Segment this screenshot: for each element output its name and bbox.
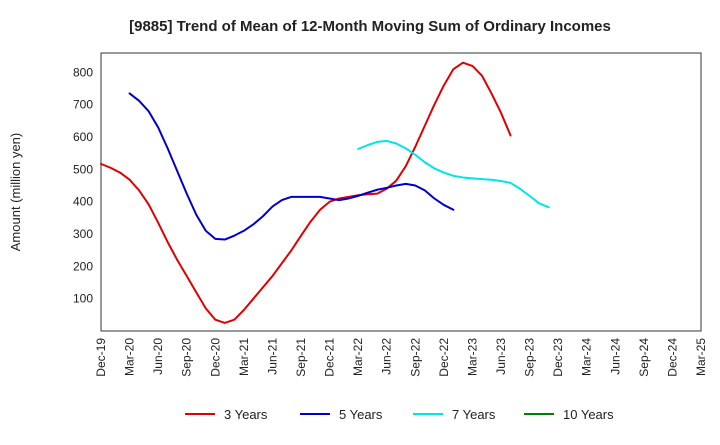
x-tick-label: Sep-20 (180, 338, 194, 377)
series-line-3 (357, 139, 550, 209)
x-tick-label: Jun-22 (380, 338, 394, 375)
x-tick-label: Jun-24 (608, 338, 622, 375)
x-tick-label: Dec-22 (437, 338, 451, 377)
x-tick-label: Jun-20 (151, 338, 165, 375)
y-axis-label: Amount (million yen) (8, 133, 23, 252)
x-tick-label: Mar-24 (580, 338, 594, 376)
x-tick-label: Sep-23 (523, 338, 537, 377)
x-tick-label: Dec-20 (208, 338, 222, 377)
x-tick-label: Dec-19 (94, 338, 108, 377)
x-tick-label: Dec-21 (323, 338, 337, 377)
y-tick-label: 300 (73, 227, 93, 241)
x-tick-label: Sep-22 (408, 338, 422, 377)
legend-label: 5 Years (339, 407, 383, 422)
x-tick-label: Dec-23 (551, 338, 565, 377)
legend: 3 Years 5 Years 7 Years 10 Years (185, 407, 614, 422)
chart-title: [9885] Trend of Mean of 12-Month Moving … (129, 18, 611, 35)
axes: 100 200 300 400 500 600 700 800 Dec-19 Mar-20 Jun-… (73, 52, 708, 377)
y-tick-label: 400 (73, 195, 93, 209)
x-tick-label: Jun-23 (494, 338, 508, 375)
x-tick-label: Sep-21 (294, 338, 308, 377)
x-tick-label: Dec-24 (665, 338, 679, 377)
legend-label: 3 Years (224, 407, 268, 422)
y-tick-label: 500 (73, 162, 93, 176)
y-tick-label: 700 (73, 98, 93, 112)
series-line-2 (128, 92, 455, 241)
series-line-1 (100, 61, 512, 324)
plot-frame (100, 52, 702, 332)
x-tick-label: Mar-22 (351, 338, 365, 376)
series-lines (100, 61, 550, 324)
y-tick-label: 800 (73, 65, 93, 79)
x-tick-label: Mar-23 (465, 338, 479, 376)
legend-label: 7 Years (452, 407, 496, 422)
legend-label: 10 Years (563, 407, 614, 422)
x-tick-label: Mar-21 (237, 338, 251, 376)
y-tick-label: 200 (73, 259, 93, 273)
y-tick-label: 600 (73, 130, 93, 144)
y-tick-label: 100 (73, 292, 93, 306)
x-tick-label: Sep-24 (637, 338, 651, 377)
x-tick-label: Jun-21 (265, 338, 279, 375)
x-tick-label: Mar-20 (123, 338, 137, 376)
x-tick-label: Mar-25 (694, 338, 708, 376)
